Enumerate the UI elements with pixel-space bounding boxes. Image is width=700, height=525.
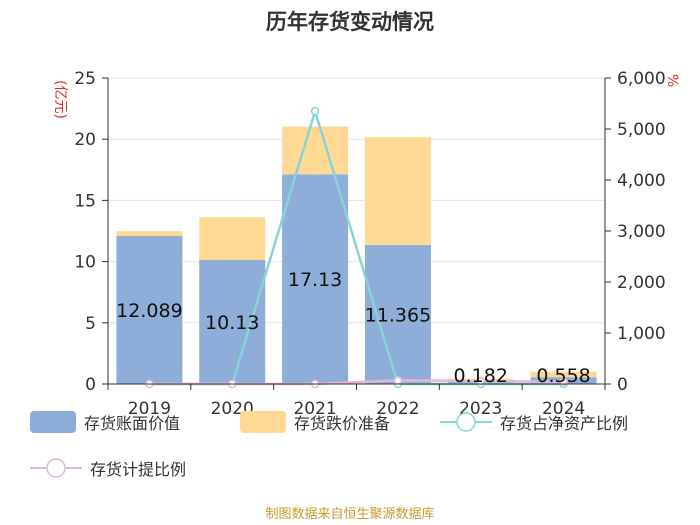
left-tick-label: 15 — [74, 191, 96, 211]
right-tick-label: 6,000 — [617, 69, 666, 89]
legend-item: 存货占净资产比例 — [440, 410, 628, 434]
bar-value-label: 12.089 — [116, 300, 182, 322]
legend-label: 存货跌价准备 — [294, 414, 391, 433]
bar-value-label: 0.182 — [454, 365, 508, 387]
x-tick-label: 2021 — [293, 399, 336, 419]
bar — [282, 174, 349, 384]
chart-title: 历年存货变动情况 — [266, 10, 434, 34]
legend-swatch — [30, 458, 82, 478]
right-tick-label: 5,000 — [617, 120, 666, 140]
bars — [116, 126, 597, 384]
bar — [364, 137, 431, 245]
legend-label: 存货账面价值 — [84, 414, 181, 433]
legend-label: 存货占净资产比例 — [500, 414, 629, 433]
bar-value-label: 17.13 — [288, 269, 342, 291]
bar-value-label: 0.558 — [536, 365, 590, 387]
left-tick-label: 10 — [74, 253, 96, 273]
left-tick-label: 5 — [85, 314, 96, 334]
legend-swatch — [440, 412, 492, 432]
right-tick-label: 0 — [617, 375, 628, 395]
line-point — [393, 376, 403, 385]
left-tick-label: 20 — [74, 130, 96, 150]
legend-swatch — [240, 411, 286, 433]
left-axis-title: (亿元) — [52, 80, 68, 119]
bar — [199, 217, 266, 261]
right-axis-title: % — [664, 74, 680, 87]
bar-value-label: 11.365 — [365, 304, 431, 326]
bar — [116, 236, 183, 384]
right-tick-label: 3,000 — [617, 222, 666, 242]
legend-swatch — [30, 411, 76, 433]
line-point — [310, 106, 320, 116]
x-tick-label: 2022 — [376, 399, 419, 419]
legend-item: 存货跌价准备 — [240, 410, 390, 434]
right-tick-label: 2,000 — [617, 273, 666, 293]
bar — [530, 371, 597, 378]
data-labels: 12.089 10.13 17.13 11.365 0.182 0.558 — [116, 269, 591, 387]
right-tick-label: 1,000 — [617, 324, 666, 344]
x-tick-label: 2024 — [542, 399, 585, 419]
bar — [116, 231, 183, 237]
bar — [282, 126, 349, 175]
grid-lines — [108, 77, 605, 324]
x-tick-label: 2019 — [128, 399, 171, 419]
source-note: 制图数据来自恒生聚源数据库 — [265, 507, 435, 522]
line-point — [559, 377, 568, 386]
legend-item: 存货计提比例 — [30, 456, 186, 480]
left-tick-label: 0 — [85, 375, 96, 395]
bar — [199, 260, 266, 384]
legend-item: 存货账面价值 — [30, 410, 180, 434]
axes: 0 5 10 15 20 25 0 1,000 2,000 3,000 4,000 5,000 6,00… — [52, 69, 680, 419]
legend-label: 存货计提比例 — [90, 460, 187, 479]
left-tick-label: 25 — [74, 69, 96, 89]
bar-value-label: 10.13 — [205, 312, 259, 334]
right-tick-label: 4,000 — [617, 171, 666, 191]
